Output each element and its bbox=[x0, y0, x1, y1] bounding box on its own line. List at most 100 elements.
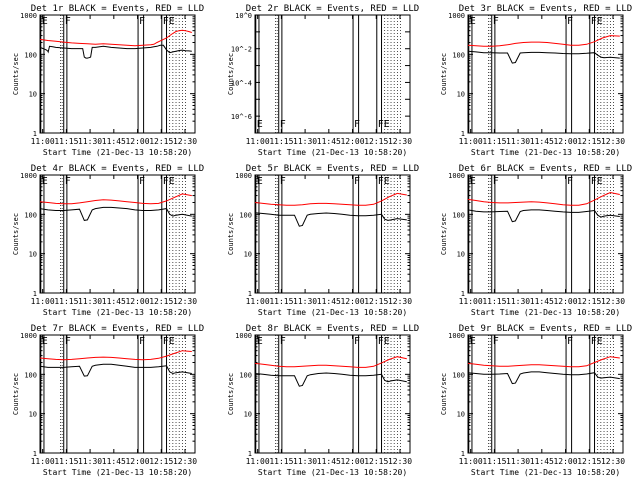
marker-label: FE bbox=[163, 336, 175, 347]
marker-label: E bbox=[42, 336, 48, 347]
marker-label: F bbox=[567, 176, 573, 187]
y-tick-label: 100 bbox=[239, 211, 252, 219]
x-tick-label: 11:00 bbox=[246, 457, 270, 466]
panel-det-4: Det 4r BLACK = Events, RED = LLD Counts/s… bbox=[12, 164, 204, 317]
series-line-lld bbox=[254, 192, 407, 206]
x-tick-label: 12:15 bbox=[149, 457, 173, 466]
y-tick-label: 10 bbox=[457, 411, 465, 419]
x-tick-label: 11:30 bbox=[293, 457, 317, 466]
panel-det-8: Det 8r BLACK = Events, RED = LLD Counts/s… bbox=[227, 324, 419, 477]
y-tick-label: 1 bbox=[461, 290, 465, 298]
x-tick-label: 11:00 bbox=[459, 297, 483, 306]
x-tick-label: 11:15 bbox=[482, 297, 506, 306]
x-tick-label: 12:15 bbox=[364, 137, 388, 146]
x-tick-label: 11:15 bbox=[54, 297, 78, 306]
x-tick-label: 11:45 bbox=[530, 137, 554, 146]
x-tick-label: 12:15 bbox=[364, 297, 388, 306]
x-tick-label: 12:00 bbox=[340, 137, 364, 146]
panel-det-6: Det 6r BLACK = Events, RED = LLD Counts/s… bbox=[440, 164, 632, 317]
x-tick-label: 11:30 bbox=[506, 457, 530, 466]
marker-label: E bbox=[42, 16, 48, 27]
panel-title: Det 1r BLACK = Events, RED = LLD bbox=[31, 4, 204, 14]
y-tick-label: 10 bbox=[244, 411, 252, 419]
panel-title: Det 5r BLACK = Events, RED = LLD bbox=[246, 164, 419, 174]
x-tick-label: 11:45 bbox=[317, 137, 341, 146]
x-axis-label: Start Time (21-Dec-13 10:58:20) bbox=[43, 308, 192, 317]
y-tick-label: 1 bbox=[33, 290, 37, 298]
marker-label: E bbox=[257, 176, 263, 187]
panel-det-3: Det 3r BLACK = Events, RED = LLD Counts/s… bbox=[440, 4, 632, 157]
y-tick-label: 1 bbox=[248, 450, 252, 458]
panel-det-2: Det 2r BLACK = Events, RED = LLD Counts/s… bbox=[227, 4, 419, 157]
plot-frame bbox=[254, 14, 411, 134]
x-tick-label: 11:45 bbox=[102, 297, 126, 306]
y-axis-label: Counts/sec bbox=[12, 53, 20, 95]
x-tick-label: 11:00 bbox=[31, 137, 55, 146]
y-tick-label: 1 bbox=[33, 130, 37, 138]
y-tick-label: 1000 bbox=[20, 172, 37, 180]
x-axis-label: Start Time (21-Dec-13 10:58:20) bbox=[258, 148, 407, 157]
x-tick-label: 11:15 bbox=[269, 137, 293, 146]
x-axis-label: Start Time (21-Dec-13 10:58:20) bbox=[471, 308, 620, 317]
marker-label: E bbox=[42, 176, 48, 187]
y-tick-label: 1000 bbox=[20, 332, 37, 340]
y-axis-label: Counts/sec bbox=[227, 213, 235, 255]
y-tick-label: 1000 bbox=[448, 332, 465, 340]
marker-label: E bbox=[257, 336, 263, 347]
y-tick-label: 1 bbox=[461, 450, 465, 458]
panel-title: Det 2r BLACK = Events, RED = LLD bbox=[246, 4, 419, 14]
y-tick-label: 100 bbox=[24, 211, 37, 219]
x-tick-label: 11:00 bbox=[246, 297, 270, 306]
x-tick-label: 11:30 bbox=[78, 137, 102, 146]
marker-label: F bbox=[567, 336, 573, 347]
x-axis-label: Start Time (21-Dec-13 10:58:20) bbox=[471, 468, 620, 477]
marker-label: F bbox=[65, 16, 71, 27]
x-tick-label: 12:00 bbox=[125, 137, 149, 146]
x-tick-label: 12:15 bbox=[149, 137, 173, 146]
y-axis-label: Counts/sec bbox=[440, 373, 448, 415]
marker-label: F bbox=[493, 176, 499, 187]
y-tick-label: 10 bbox=[457, 251, 465, 259]
x-tick-label: 11:15 bbox=[54, 137, 78, 146]
x-tick-label: 11:30 bbox=[78, 457, 102, 466]
plot-frame bbox=[254, 334, 411, 454]
y-tick-label: 1000 bbox=[448, 12, 465, 20]
x-tick-label: 12:15 bbox=[577, 137, 601, 146]
marker-label: FE bbox=[378, 119, 390, 130]
x-tick-label: 11:00 bbox=[31, 297, 55, 306]
x-tick-label: 12:00 bbox=[553, 297, 577, 306]
series-line-lld bbox=[467, 191, 620, 206]
x-tick-label: 12:15 bbox=[149, 297, 173, 306]
x-tick-label: 12:30 bbox=[173, 457, 197, 466]
marker-label: F bbox=[139, 336, 145, 347]
y-axis-label: Counts/sec bbox=[440, 213, 448, 255]
series-line-lld bbox=[39, 193, 192, 205]
x-tick-label: 11:15 bbox=[482, 137, 506, 146]
series-line-events bbox=[254, 212, 407, 227]
marker-label: FE bbox=[163, 176, 175, 187]
x-tick-label: 12:00 bbox=[125, 297, 149, 306]
marker-label: F bbox=[354, 176, 360, 187]
y-tick-label: 10 bbox=[29, 251, 37, 259]
x-tick-label: 11:30 bbox=[293, 137, 317, 146]
x-tick-label: 11:30 bbox=[78, 297, 102, 306]
x-tick-label: 12:30 bbox=[388, 457, 412, 466]
panel-title: Det 4r BLACK = Events, RED = LLD bbox=[31, 164, 204, 174]
y-tick-label: 1000 bbox=[448, 172, 465, 180]
panel-det-9: Det 9r BLACK = Events, RED = LLD Counts/s… bbox=[440, 324, 632, 477]
y-axis-label: Counts/sec bbox=[227, 53, 235, 95]
x-tick-label: 11:45 bbox=[102, 457, 126, 466]
y-tick-label: 100 bbox=[452, 211, 465, 219]
series-line-events bbox=[39, 44, 192, 59]
y-axis-label: Counts/sec bbox=[440, 53, 448, 95]
y-tick-label: 10^-6 bbox=[231, 113, 252, 121]
marker-label: F bbox=[65, 176, 71, 187]
x-tick-label: 12:00 bbox=[553, 457, 577, 466]
marker-label: FE bbox=[591, 176, 603, 187]
plot-frame bbox=[467, 14, 624, 134]
marker-label: F bbox=[139, 16, 145, 27]
plot-frame bbox=[467, 174, 624, 294]
series-line-events bbox=[467, 209, 620, 223]
series-line-events bbox=[254, 372, 407, 387]
y-tick-label: 1000 bbox=[235, 172, 252, 180]
